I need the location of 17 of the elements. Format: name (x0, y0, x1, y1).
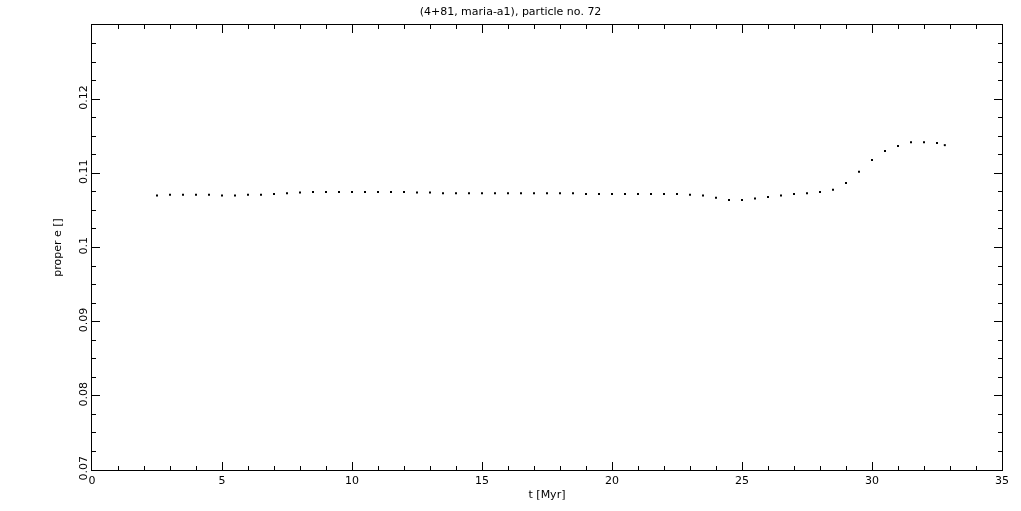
x-tick-label: 5 (218, 474, 226, 488)
y-tick-label: 0.11 (76, 159, 90, 184)
x-tick-label: 10 (345, 474, 359, 488)
y-axis-title: proper e [] (51, 218, 65, 277)
y-tick-label: 0.08 (76, 381, 90, 407)
x-tick-label: 35 (995, 474, 1009, 488)
x-tick-label: 15 (475, 474, 489, 488)
y-tick-label: 0.1 (76, 237, 90, 255)
x-axis-title: t [Myr] (528, 488, 566, 502)
y-tick-label: 0.09 (76, 307, 90, 333)
chart-title: (4+81, maria-a1), particle no. 72 (419, 5, 602, 19)
x-tick-label: 0 (88, 474, 96, 488)
y-tick-label: 0.07 (76, 456, 90, 481)
x-tick-label: 30 (865, 474, 879, 488)
y-tick-label: 0.12 (76, 85, 90, 110)
x-tick-label: 20 (605, 474, 619, 488)
x-tick-label: 25 (735, 474, 749, 488)
